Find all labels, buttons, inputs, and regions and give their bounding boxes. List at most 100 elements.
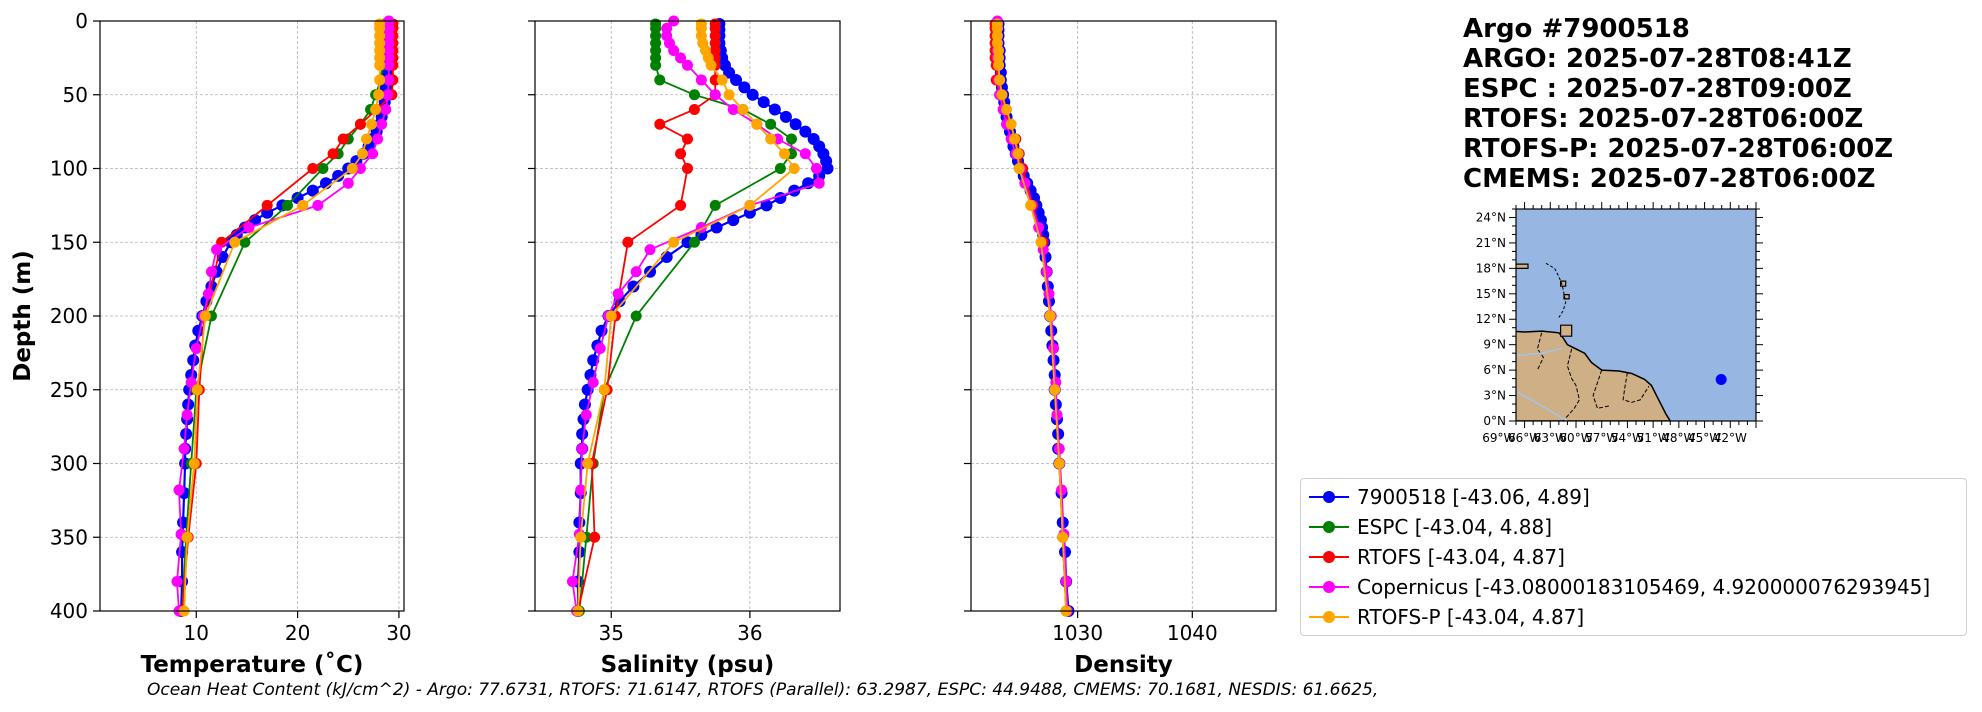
temperature-point-copernicus [171,576,183,587]
temperature-ytick-label-150: 150 [50,230,88,254]
title-espc-time: ESPC : 2025-07-28T09:00Z [1463,74,1852,104]
salinity-point-rtofs_p [779,148,791,160]
density-point-rtofs_p [1012,148,1024,160]
temperature-point-rtofs [327,148,339,160]
salinity-point-copernicus [668,45,680,56]
salinity-point-rtofs_p [582,458,594,469]
legend-item-copernicus: Copernicus [-43.08000183105469, 4.920000… [1301,572,1966,602]
salinity-xtick-label-36: 36 [737,621,762,645]
salinity-series-group [566,15,834,617]
density-point-copernicus [1053,443,1065,455]
density-point-rtofs_p [1025,199,1037,211]
salinity-point-copernicus [594,342,606,354]
temperature-point-copernicus [205,266,217,278]
salinity-point-rtofs [589,531,601,543]
salinity-point-rtofs_p [705,59,717,71]
location-map: 0°N 3°N 6°N 9°N 12°N 15°N 18°N 21°N 24°N 69°W66°W… [1476,202,1763,445]
salinity-point-espc [765,118,777,130]
temperature-point-copernicus [185,376,197,388]
density-point-rtofs_p [1057,531,1069,543]
salinity-point-rtofs_p [765,133,777,145]
map-island [1559,324,1573,337]
legend-label-rtofs: RTOFS [-43.04, 4.87] [1357,545,1565,569]
salinity-point-argo [760,199,773,212]
salinity-point-rtofs_p [788,163,800,174]
temperature-point-rtofs_p [361,133,373,145]
map-country-border [1592,369,1611,409]
temperature-ytick-label-50: 50 [63,83,88,107]
temperature-point-copernicus [380,104,392,115]
density-point-copernicus [1043,288,1055,300]
map-lat-label: 21°N [1476,236,1506,250]
salinity-point-copernicus [709,89,721,101]
temperature-point-rtofs_p [346,163,358,174]
map-river [1516,347,1564,357]
map-island [1559,280,1567,287]
temperature-point-espc [281,199,293,211]
salinity-point-argo [727,214,740,227]
map-lon-label: 60°W [1559,431,1592,445]
salinity-point-rtofs_p [737,104,749,115]
density-point-rtofs_p [994,74,1006,86]
map-antilles-boundary [1545,262,1567,318]
temperature-xlabel: Temperature (˚C) [141,651,364,678]
temperature-ylabel: Depth (m) [10,250,36,382]
map-lon-label: 48°W [1662,431,1695,445]
map-lon-label: 57°W [1585,431,1618,445]
density-xtick-label-1030: 1030 [1052,621,1103,645]
temperature-point-copernicus [367,148,379,160]
salinity-point-espc [785,133,797,145]
temperature-point-rtofs_p [374,59,386,71]
map-lat-label: 9°N [1483,338,1506,352]
salinity-point-argo [627,280,640,293]
density-point-rtofs_p [1001,104,1013,115]
map-lat-label: 24°N [1476,210,1506,224]
map-content [1516,209,1756,421]
temperature-point-espc [239,236,251,248]
map-lon-label: 66°W [1508,431,1541,445]
salinity-point-copernicus [727,104,739,115]
legend-swatch-argo [1301,482,1357,512]
temperature-point-rtofs [337,133,349,145]
salinity-point-rtofs_p [723,89,735,101]
map-land-south-america [1516,330,1672,421]
legend-label-espc: ESPC [-43.04, 4.88] [1357,515,1553,539]
salinity-point-copernicus [813,177,825,189]
salinity-point-argo [799,125,812,138]
salinity-point-argo [779,110,792,123]
salinity-point-argo [768,103,781,116]
map-lon-label: 69°W [1482,431,1515,445]
salinity-point-rtofs_p [598,384,610,396]
density-point-rtofs_p [1049,384,1061,396]
salinity-xtick-label-35: 35 [599,621,624,645]
temperature-point-rtofs_p [297,199,309,211]
legend-swatch-rtofs [1301,542,1357,572]
title-argo-id: Argo #7900518 [1463,14,1690,44]
temperature-point-rtofs_p [356,148,368,160]
title-cmems-time: CMEMS: 2025-07-28T06:00Z [1463,164,1876,194]
map-lat-label: 12°N [1476,312,1506,326]
salinity-point-espc [654,74,666,86]
map-lon-label: 42°W [1714,431,1747,445]
map-river [1516,390,1568,421]
temperature-point-rtofs_p [188,458,200,469]
salinity-point-argo [746,88,759,101]
title-rtofs-p-time: RTOFS-P: 2025-07-28T06:00Z [1463,134,1894,164]
salinity-point-copernicus [644,244,656,256]
temperature-point-rtofs_p [199,310,211,322]
temperature-xtick-label-20: 20 [285,621,310,645]
salinity-point-copernicus [630,266,642,278]
temperature-point-copernicus [312,199,324,211]
temperature-ytick-label-300: 300 [50,452,88,476]
temperature-point-copernicus [211,244,223,256]
temperature-point-copernicus [383,59,395,71]
salinity-point-rtofs [675,148,687,160]
density-point-rtofs_p [1013,163,1025,174]
legend-label-copernicus: Copernicus [-43.08000183105469, 4.920000… [1357,575,1931,599]
legend-item-espc: ESPC [-43.04, 4.88] [1301,512,1966,542]
temperature-point-argo [187,354,200,367]
temperature-point-rtofs_p [181,531,193,543]
salinity-point-rtofs_p [744,199,756,211]
map-lat-label: 3°N [1483,389,1506,403]
map-island [1516,263,1529,269]
